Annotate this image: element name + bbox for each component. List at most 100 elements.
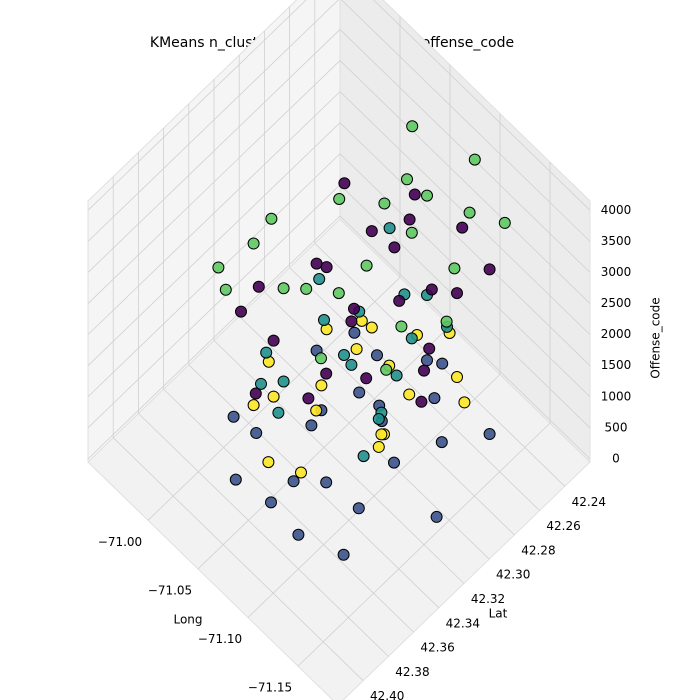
y-tick-label: 42.36 xyxy=(420,641,454,655)
grid-line xyxy=(112,437,364,681)
x-axis-label: Long xyxy=(173,613,202,627)
point xyxy=(395,320,408,333)
grid-line xyxy=(87,0,339,242)
point xyxy=(292,528,305,541)
point xyxy=(302,392,315,405)
y-tick-label: 42.24 xyxy=(572,495,606,509)
point xyxy=(365,321,378,334)
point xyxy=(262,456,275,469)
point xyxy=(310,404,323,417)
point xyxy=(458,396,471,409)
grid-line xyxy=(289,267,540,511)
point xyxy=(372,412,385,425)
point xyxy=(435,436,448,449)
y-tick-label: 42.40 xyxy=(370,689,404,700)
y-tick-label: 42.28 xyxy=(521,543,555,557)
point xyxy=(428,392,441,405)
grid-line xyxy=(373,0,591,211)
y-tick-label: 42.26 xyxy=(546,519,580,533)
point xyxy=(320,261,333,274)
point xyxy=(250,426,263,439)
point xyxy=(375,428,388,441)
point xyxy=(348,326,361,339)
x-tick-label: −71.10 xyxy=(198,632,242,646)
point xyxy=(353,386,366,399)
point xyxy=(267,390,280,403)
grid-line xyxy=(188,364,440,609)
point xyxy=(448,262,461,275)
point xyxy=(456,221,469,234)
point xyxy=(430,510,443,523)
y-tick-label: 42.34 xyxy=(446,616,480,630)
grid-line xyxy=(238,315,490,560)
y-tick-label: 42.38 xyxy=(395,665,429,679)
point xyxy=(272,406,285,419)
grid-line xyxy=(339,60,591,304)
grid-line xyxy=(87,153,341,398)
point xyxy=(332,287,345,300)
point xyxy=(350,343,363,356)
point xyxy=(371,349,383,362)
y-tick-label: 42.30 xyxy=(496,568,530,582)
point xyxy=(247,237,260,250)
grid-line xyxy=(339,184,591,429)
point xyxy=(227,410,240,423)
point xyxy=(333,193,346,206)
z-tick-label: 2500 xyxy=(601,296,632,310)
point xyxy=(403,213,416,226)
point xyxy=(365,225,378,238)
grid-line xyxy=(87,91,341,335)
point xyxy=(345,315,358,328)
point xyxy=(415,395,428,408)
point xyxy=(498,216,511,229)
z-tick-label: 3000 xyxy=(601,265,632,279)
grid-line xyxy=(339,122,591,366)
grid-line xyxy=(87,0,307,211)
point xyxy=(277,282,290,295)
grid-line xyxy=(163,388,414,633)
point xyxy=(403,388,416,401)
point xyxy=(372,440,385,453)
point xyxy=(260,346,273,359)
point xyxy=(318,314,330,327)
point xyxy=(229,473,242,486)
point xyxy=(451,371,463,384)
point xyxy=(315,352,327,365)
point xyxy=(267,334,280,347)
x-tick-label: −71.05 xyxy=(148,583,192,597)
point xyxy=(483,263,496,276)
point xyxy=(212,261,225,274)
point xyxy=(287,475,300,488)
point xyxy=(315,379,328,392)
point xyxy=(408,188,421,201)
z-tick-label: 1500 xyxy=(601,358,632,372)
point xyxy=(219,283,232,296)
point xyxy=(313,272,326,285)
point xyxy=(405,332,418,345)
grid-line xyxy=(213,340,465,584)
point xyxy=(360,372,373,385)
point xyxy=(348,302,360,315)
point xyxy=(390,369,403,382)
grid-line xyxy=(339,29,591,273)
point xyxy=(425,283,438,296)
point xyxy=(345,358,358,371)
point xyxy=(235,305,247,318)
point xyxy=(305,419,318,432)
point xyxy=(423,342,436,355)
point xyxy=(405,226,418,239)
point xyxy=(436,357,449,370)
x-tick-label: −71.00 xyxy=(98,535,142,549)
x-tick-label: −71.15 xyxy=(248,681,292,695)
point xyxy=(418,364,430,377)
point xyxy=(310,257,323,270)
grid-line xyxy=(87,215,341,460)
point xyxy=(378,197,391,210)
point xyxy=(483,428,496,441)
grid-line xyxy=(339,153,591,398)
point xyxy=(451,287,463,300)
y-axis-label: Lat xyxy=(489,607,508,621)
point xyxy=(252,280,265,293)
point xyxy=(338,349,350,362)
